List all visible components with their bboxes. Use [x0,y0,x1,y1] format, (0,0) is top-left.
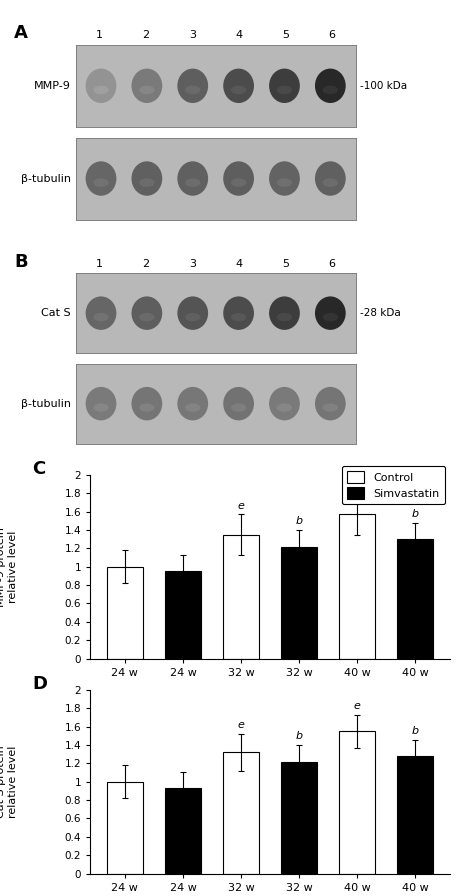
Ellipse shape [223,387,254,420]
Ellipse shape [323,403,338,412]
Text: 6: 6 [328,30,336,40]
Text: e: e [237,720,245,730]
Ellipse shape [86,69,117,103]
Ellipse shape [323,178,338,187]
Text: -100 kDa: -100 kDa [360,81,407,90]
Ellipse shape [269,69,300,103]
Text: b: b [412,509,419,519]
Ellipse shape [323,86,338,94]
Text: 3: 3 [189,30,196,40]
Ellipse shape [269,297,300,330]
Ellipse shape [93,86,109,94]
Ellipse shape [185,403,201,412]
Text: 2: 2 [142,259,149,269]
Ellipse shape [93,178,109,187]
Ellipse shape [139,403,155,412]
Ellipse shape [223,297,254,330]
Ellipse shape [277,86,292,94]
Bar [281,547,317,659]
Ellipse shape [139,313,155,322]
Ellipse shape [323,313,338,322]
Y-axis label: MMP-9 protein
relative level: MMP-9 protein relative level [0,527,18,607]
Ellipse shape [231,313,246,322]
Text: b: b [296,731,303,741]
Bar [339,731,375,874]
Ellipse shape [185,86,201,94]
Text: 6: 6 [328,259,336,269]
Text: Cat S: Cat S [41,308,71,318]
Ellipse shape [185,313,201,322]
Ellipse shape [177,69,208,103]
Text: 2: 2 [142,30,149,40]
Text: MMP-9: MMP-9 [34,81,71,90]
Ellipse shape [131,387,162,420]
Text: 5: 5 [282,30,289,40]
Bar [223,535,259,659]
Ellipse shape [277,403,292,412]
Ellipse shape [277,178,292,187]
Text: -28 kDa: -28 kDa [360,308,401,318]
Ellipse shape [177,297,208,330]
Text: 3: 3 [189,259,196,269]
Ellipse shape [231,178,246,187]
Ellipse shape [139,86,155,94]
Ellipse shape [277,313,292,322]
Bar [281,762,317,874]
Bar [223,753,259,874]
Bar [107,781,143,874]
Bar [397,539,433,659]
Ellipse shape [223,69,254,103]
Text: B: B [14,253,28,271]
Text: 1: 1 [96,259,103,269]
Ellipse shape [223,161,254,195]
Ellipse shape [269,387,300,420]
Ellipse shape [86,161,117,195]
Text: e: e [354,480,361,490]
Bar [397,756,433,874]
Text: 4: 4 [236,30,243,40]
Text: e: e [354,701,361,711]
Ellipse shape [315,297,346,330]
Ellipse shape [131,69,162,103]
Ellipse shape [177,387,208,420]
Text: 1: 1 [96,30,103,40]
Ellipse shape [93,403,109,412]
Ellipse shape [131,161,162,195]
Text: D: D [32,676,47,694]
Bar [165,788,201,874]
Text: A: A [14,24,28,42]
Ellipse shape [269,161,300,195]
Ellipse shape [131,297,162,330]
Ellipse shape [93,313,109,322]
Ellipse shape [315,69,346,103]
Y-axis label: Cat S protein
relative level: Cat S protein relative level [0,745,18,818]
Text: 4: 4 [236,259,243,269]
Text: b: b [412,726,419,736]
Ellipse shape [86,297,117,330]
Ellipse shape [177,161,208,195]
Ellipse shape [139,178,155,187]
Text: 5: 5 [282,259,289,269]
Text: b: b [296,516,303,526]
Ellipse shape [315,387,346,420]
Bar [165,572,201,659]
Ellipse shape [231,86,246,94]
Ellipse shape [86,387,117,420]
Bar [107,567,143,659]
Legend: Control, Simvastatin: Control, Simvastatin [342,466,445,504]
Text: β-tubulin: β-tubulin [21,174,71,184]
Text: β-tubulin: β-tubulin [21,399,71,409]
Text: e: e [237,501,245,511]
Bar [339,514,375,659]
Text: C: C [32,461,46,478]
Ellipse shape [231,403,246,412]
Ellipse shape [315,161,346,195]
Ellipse shape [185,178,201,187]
